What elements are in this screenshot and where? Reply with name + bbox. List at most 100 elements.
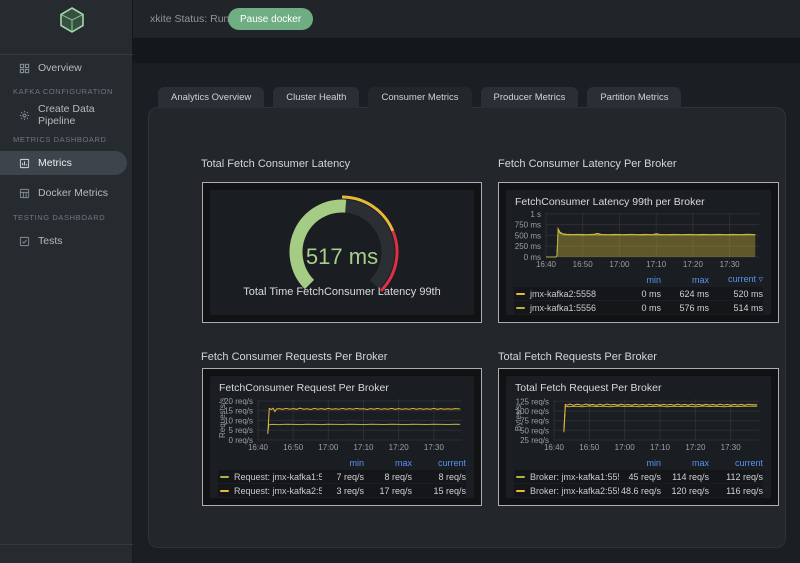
sidebar-item-tests[interactable]: Tests: [0, 229, 127, 253]
svg-text:5 req/s: 5 req/s: [229, 426, 253, 435]
svg-text:17:20: 17:20: [685, 443, 706, 452]
svg-text:17:00: 17:00: [609, 260, 630, 269]
legend-value: 120 req/s: [661, 486, 709, 496]
svg-text:17:20: 17:20: [683, 260, 704, 269]
svg-text:16:50: 16:50: [579, 443, 600, 452]
legend-sort-column[interactable]: min: [322, 458, 364, 468]
legend-series-name[interactable]: jmx-kafka1:5556: [514, 303, 619, 313]
tests-icon: [19, 236, 30, 247]
tab-analytics-overview[interactable]: Analytics Overview: [158, 87, 264, 108]
legend-sort-column[interactable]: current: [412, 458, 466, 468]
xkite-logo[interactable]: [59, 6, 85, 34]
svg-text:17:00: 17:00: [318, 443, 339, 452]
legend-series-name[interactable]: Request: jmx-kafka1:5556: [218, 472, 322, 482]
sidebar-item-label: Overview: [38, 62, 82, 74]
legend-series-name[interactable]: jmx-kafka2:5558: [514, 289, 619, 299]
svg-text:16:40: 16:40: [536, 260, 557, 269]
legend-row[interactable]: Broker: jmx-kafka1:555645 req/s114 req/s…: [514, 470, 763, 483]
legend-series-name[interactable]: Request: jmx-kafka2:5558: [218, 486, 322, 496]
svg-text:Requests/s: Requests/s: [218, 398, 227, 438]
main-content: Analytics Overview Cluster Health Consum…: [133, 63, 800, 563]
sidebar-item-metrics[interactable]: Metrics: [0, 151, 127, 175]
sidebar-item-overview[interactable]: Overview: [0, 56, 127, 80]
sidebar-section-metrics-dashboard: METRICS DASHBOARD: [13, 135, 107, 144]
panel-heading-total-fetch-consumer-latency: Total Fetch Consumer Latency: [201, 158, 350, 170]
latency-chart-panel: FetchConsumer Latency 99th per Broker 1 …: [498, 182, 779, 323]
total-fetch-chart-panel: Total Fetch Request Per Broker 125 req/s…: [498, 368, 779, 506]
metrics-panel-container: Total Fetch Consumer Latency Fetch Consu…: [148, 107, 786, 548]
legend-row[interactable]: Request: jmx-kafka1:55567 req/s8 req/s8 …: [218, 470, 466, 483]
total-fetch-per-broker-chart: 125 req/s100 req/s75 req/s50 req/s25 req…: [512, 396, 765, 453]
legend-row[interactable]: jmx-kafka1:55560 ms576 ms514 ms: [514, 301, 763, 314]
legend-row[interactable]: Broker: jmx-kafka2:555848.6 req/s120 req…: [514, 484, 763, 497]
legend-sort-column[interactable]: max: [364, 458, 412, 468]
legend-sort-column[interactable]: min: [619, 458, 661, 468]
sidebar-item-create-data-pipeline[interactable]: Create Data Pipeline: [0, 103, 127, 127]
requests-per-broker-chart: 20 req/s15 req/s10 req/s5 req/s0 req/s16…: [216, 396, 468, 453]
sidebar: Overview KAFKA CONFIGURATION Create Data…: [0, 0, 133, 563]
docker-icon: [19, 188, 30, 199]
svg-text:Bytes/s: Bytes/s: [514, 405, 523, 431]
legend-value: 48.6 req/s: [619, 486, 661, 496]
legend-value: 17 req/s: [364, 486, 412, 496]
total-fetch-chart-legend: minmaxcurrentBroker: jmx-kafka1:555645 r…: [514, 456, 763, 497]
legend-value: 7 req/s: [322, 472, 364, 482]
tab-producer-metrics[interactable]: Producer Metrics: [481, 87, 579, 108]
legend-value: 8 req/s: [412, 472, 466, 482]
legend-value: 112 req/s: [709, 472, 763, 482]
svg-text:20 req/s: 20 req/s: [224, 397, 253, 406]
legend-series-name[interactable]: Broker: jmx-kafka1:5556: [514, 472, 619, 482]
svg-text:15 req/s: 15 req/s: [224, 407, 253, 416]
legend-value: 114 req/s: [661, 472, 709, 482]
legend-value: 45 req/s: [619, 472, 661, 482]
pause-docker-button[interactable]: Pause docker: [228, 8, 313, 30]
sidebar-item-docker-metrics[interactable]: Docker Metrics: [0, 181, 127, 205]
tab-bar: Analytics Overview Cluster Health Consum…: [158, 87, 681, 108]
panel-heading-total-fetch-requests-per-broker: Total Fetch Requests Per Broker: [498, 351, 657, 363]
svg-text:16:50: 16:50: [283, 443, 304, 452]
chart-title: Total Fetch Request Per Broker: [506, 376, 771, 396]
legend-value: 0 ms: [619, 303, 661, 313]
tab-partition-metrics[interactable]: Partition Metrics: [587, 87, 681, 108]
legend-header: minmaxcurrent: [514, 456, 763, 469]
legend-sort-column[interactable]: max: [661, 275, 709, 285]
svg-text:750 ms: 750 ms: [515, 221, 541, 230]
tab-consumer-metrics[interactable]: Consumer Metrics: [368, 87, 471, 108]
sidebar-bottom-divider: [0, 544, 133, 545]
topbar-shadow-band: [133, 38, 800, 63]
gear-icon: [19, 110, 30, 121]
legend-row[interactable]: Request: jmx-kafka2:55583 req/s17 req/s1…: [218, 484, 466, 497]
svg-text:1 s: 1 s: [530, 210, 541, 219]
legend-value: 624 ms: [661, 289, 709, 299]
svg-text:17:30: 17:30: [720, 260, 741, 269]
legend-header: minmaxcurrent: [218, 456, 466, 469]
sidebar-item-label: Create Data Pipeline: [38, 103, 127, 127]
sidebar-item-label: Tests: [38, 235, 63, 247]
legend-value: 514 ms: [709, 303, 763, 313]
legend-value: 8 req/s: [364, 472, 412, 482]
legend-series-name[interactable]: Broker: jmx-kafka2:5558: [514, 486, 619, 496]
svg-text:50 req/s: 50 req/s: [520, 426, 549, 435]
gauge-label: Total Time FetchConsumer Latency 99th: [210, 286, 474, 298]
legend-sort-column[interactable]: max: [661, 458, 709, 468]
svg-text:75 req/s: 75 req/s: [520, 417, 549, 426]
svg-text:17:10: 17:10: [353, 443, 374, 452]
xkite-app: Overview KAFKA CONFIGURATION Create Data…: [0, 0, 800, 563]
latency-per-broker-chart: 1 s750 ms500 ms250 ms0 ms16:4016:5017:00…: [512, 210, 765, 270]
tab-cluster-health[interactable]: Cluster Health: [273, 87, 359, 108]
legend-value: 3 req/s: [322, 486, 364, 496]
svg-text:17:00: 17:00: [615, 443, 636, 452]
svg-text:250 ms: 250 ms: [515, 242, 541, 251]
chart-title: FetchConsumer Request Per Broker: [210, 376, 474, 396]
legend-sort-column[interactable]: current ▿: [709, 274, 763, 285]
legend-row[interactable]: jmx-kafka2:55580 ms624 ms520 ms: [514, 287, 763, 300]
latency-chart-legend: minmaxcurrent ▿ jmx-kafka2:55580 ms624 ms…: [514, 273, 763, 314]
legend-value: 116 req/s: [709, 486, 763, 496]
legend-sort-column[interactable]: current: [709, 458, 763, 468]
gauge-value: 517 ms: [210, 244, 474, 270]
svg-text:500 ms: 500 ms: [515, 231, 541, 240]
chart-title: FetchConsumer Latency 99th per Broker: [506, 190, 771, 210]
metrics-chart-icon: [19, 158, 30, 169]
legend-sort-column[interactable]: min: [619, 275, 661, 285]
svg-text:17:10: 17:10: [650, 443, 671, 452]
